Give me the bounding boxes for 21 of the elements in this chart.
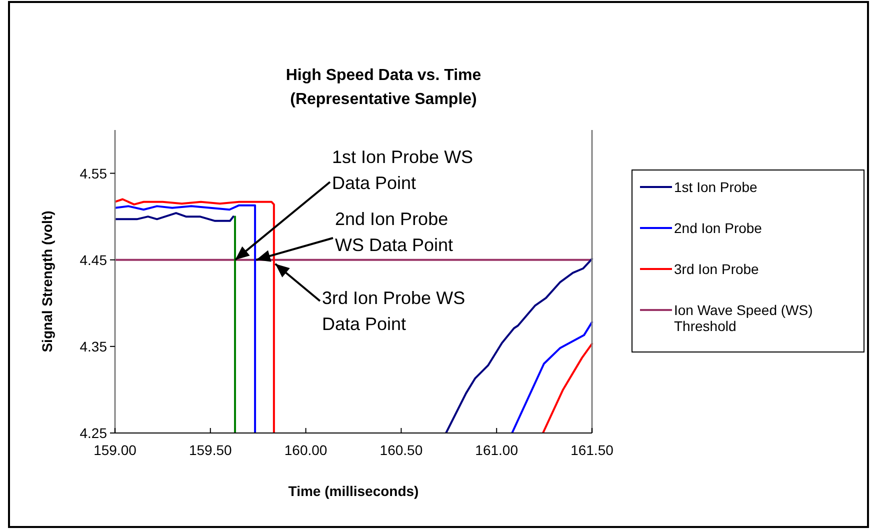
y-axis-title: Signal Strength (volt) xyxy=(39,210,55,352)
chart-subtitle: (Representative Sample) xyxy=(290,91,477,108)
chart-title: High Speed Data vs. Time xyxy=(286,67,482,84)
legend-label: 2nd Ion Probe xyxy=(674,220,762,236)
legend-label: Ion Wave Speed (WS) Threshold xyxy=(674,302,813,334)
y-tick-label: 4.25 xyxy=(80,425,108,441)
x-tick-label: 159.00 xyxy=(94,442,137,458)
x-axis-title: Time (milliseconds) xyxy=(288,483,419,499)
legend-label: 1st Ion Probe xyxy=(674,179,758,195)
x-tick-label: 160.50 xyxy=(380,442,423,458)
y-tick-label: 4.45 xyxy=(80,252,108,268)
x-tick-label: 161.50 xyxy=(570,442,614,458)
legend-label: 3rd Ion Probe xyxy=(674,261,760,277)
annotation: 3rd Ion Probe WS Data Point xyxy=(322,288,466,334)
x-tick-label: 160.00 xyxy=(284,442,328,458)
x-tick-label: 161.00 xyxy=(475,442,518,458)
y-tick-label: 4.55 xyxy=(80,165,108,182)
x-tick-label: 159.50 xyxy=(188,442,232,458)
annotation: 1st Ion Probe WS Data Point xyxy=(332,147,474,193)
y-tick-label: 4.35 xyxy=(80,338,108,354)
annotation: 2nd Ion Probe WS Data Point xyxy=(335,209,454,255)
